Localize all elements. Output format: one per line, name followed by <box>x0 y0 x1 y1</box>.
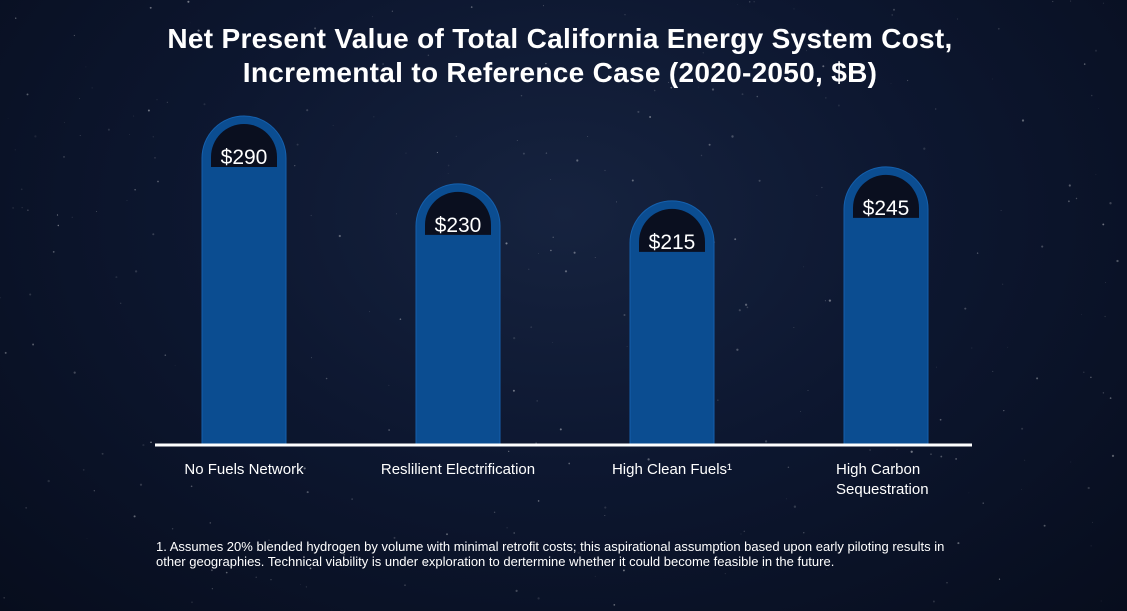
category-label-4-line-2: Sequestration <box>836 481 929 498</box>
bar-cap-4 <box>853 174 919 218</box>
category-label-3: High Clean Fuels¹ <box>612 461 732 478</box>
bar-2 <box>415 183 501 445</box>
value-label-2: $230 <box>435 214 482 237</box>
bar-cap-1 <box>211 124 277 167</box>
chart-title-line-1: Net Present Value of Total California En… <box>167 23 953 54</box>
bar-1 <box>201 115 287 445</box>
bar-cap-2 <box>425 191 491 235</box>
footnote: 1. Assumes 20% blended hydrogen by volum… <box>156 539 945 569</box>
category-label-2: Reslilient Electrification <box>381 461 535 478</box>
chart-title-line-2: Incremental to Reference Case (2020-2050… <box>242 57 878 88</box>
category-label-4-line-1: High Carbon <box>836 461 920 478</box>
category-label-1: No Fuels Network <box>184 461 304 478</box>
value-label-3: $215 <box>649 231 696 254</box>
bar-3 <box>629 200 715 445</box>
bar-cap-3 <box>639 208 705 252</box>
bar-4 <box>843 166 929 445</box>
value-label-4: $245 <box>863 197 910 220</box>
value-label-1: $290 <box>221 146 268 169</box>
